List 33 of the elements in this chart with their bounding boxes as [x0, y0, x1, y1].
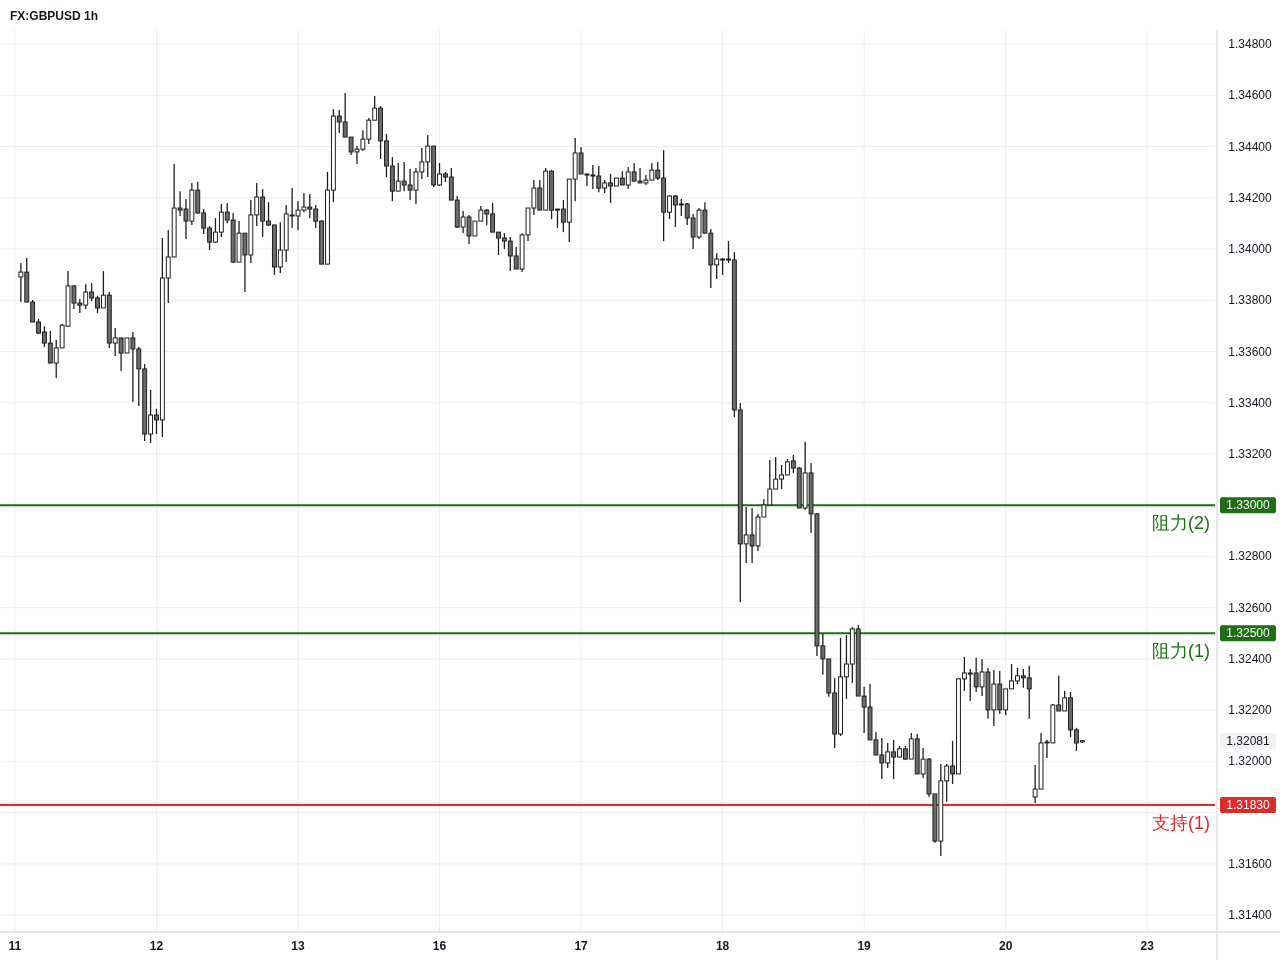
x-tick-label: 20 [998, 939, 1013, 953]
x-tick-label: 17 [574, 939, 589, 953]
y-tick-label: 1.33400 [1228, 395, 1273, 410]
text: 1.32081 [1226, 733, 1271, 748]
ref-line-label: 阻力(2) [1152, 513, 1210, 534]
y-tick-label: 1.34800 [1228, 37, 1273, 52]
y-tick-label: 1.33600 [1228, 344, 1273, 359]
y-tick-label: 1.31600 [1228, 856, 1273, 871]
y-tick-label: 1.33200 [1228, 446, 1273, 461]
text: 1.33000 [1226, 498, 1271, 513]
ref-line-label: 支持(1) [1152, 812, 1210, 833]
ref-line-label: 阻力(1) [1152, 641, 1210, 662]
x-tick-label: 11 [8, 939, 22, 953]
y-tick-label: 1.32600 [1228, 600, 1273, 615]
y-tick-label: 1.34400 [1228, 139, 1273, 154]
text: 1.31830 [1226, 797, 1271, 812]
y-tick-label: 1.32200 [1228, 703, 1273, 718]
y-tick-label: 1.31400 [1228, 908, 1273, 923]
x-tick-label: 16 [432, 939, 447, 953]
x-tick-label: 23 [1140, 939, 1155, 953]
x-tick-label: 13 [291, 939, 305, 953]
y-tick-label: 1.33800 [1228, 293, 1273, 308]
y-tick-label: 1.32800 [1228, 549, 1273, 564]
y-tick-label: 1.34200 [1228, 190, 1273, 205]
x-tick-label: 19 [857, 939, 872, 953]
chart-title: FX:GBPUSD 1h [10, 9, 99, 23]
y-tick-label: 1.34600 [1228, 88, 1273, 103]
x-tick-label: 18 [715, 939, 730, 953]
y-tick-label: 1.34000 [1228, 242, 1273, 257]
text: 1.32500 [1226, 626, 1271, 641]
x-tick-label: 12 [149, 939, 164, 953]
y-tick-label: 1.32400 [1228, 651, 1273, 666]
y-tick-label: 1.32000 [1228, 754, 1273, 769]
